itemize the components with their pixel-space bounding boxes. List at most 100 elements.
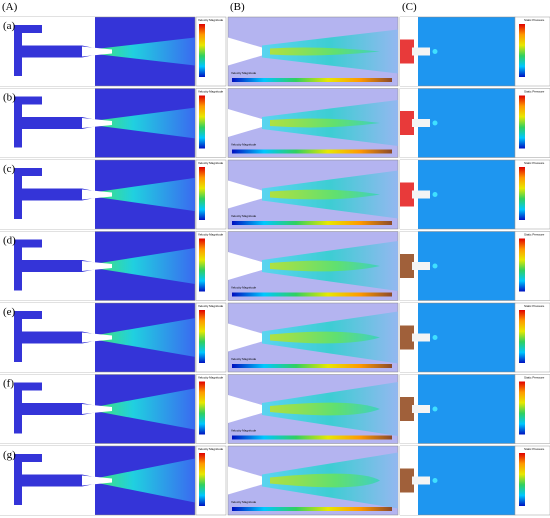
colorbar [519,453,525,506]
nozzle [82,332,112,343]
colorbar [199,167,205,220]
jet [100,318,195,357]
colorbar-title: Static Pressure [524,304,545,308]
jet [100,177,195,212]
pressure-zone [400,182,414,207]
colorbar-title: Static Pressure [524,161,545,165]
pressure-zone [412,262,430,270]
pressure-zone [412,333,430,342]
nozzle [228,37,262,66]
colorbar-title: Static Pressure [524,447,545,451]
pressure-zone [400,111,414,135]
pressure-zone [412,190,430,199]
nozzle [82,189,112,200]
inlet-channel [14,96,42,148]
colorbar [519,381,525,435]
pressure-spot [432,478,438,483]
colorbar-title: Static Pressure [524,233,545,237]
pressure-zone [400,39,414,64]
colorbar-title: Velocity Magnitude [231,286,257,290]
colorbar [199,381,205,435]
inlet-channel [14,168,42,219]
jet [100,107,195,139]
jet-core [270,260,380,272]
colorbar [232,221,392,225]
jet-core [270,331,380,344]
nozzle [82,475,112,486]
colorbar [232,292,392,297]
row-label: (d) [3,235,16,247]
column-header: (A) [2,1,18,13]
inlet-channel [14,239,42,291]
colorbar [199,238,205,292]
pressure-spot [432,120,438,126]
nozzle [82,46,112,57]
row-label: (g) [3,449,16,461]
jet [100,37,195,66]
row-label: (e) [3,306,16,318]
inlet-channel [14,311,42,362]
row-label: (c) [3,163,16,175]
nozzle [82,404,112,414]
colorbar-title: Velocity Magnitude [198,90,224,94]
colorbar-title: Velocity Magnitude [198,447,224,451]
inlet-channel [14,25,42,76]
colorbar-title: Velocity Magnitude [231,143,257,147]
colorbar [519,95,525,149]
colorbar-title: Velocity Magnitude [231,71,257,75]
jet-core [270,402,380,416]
colorbar-title: Velocity Magnitude [198,233,224,237]
colorbar-title: Velocity Magnitude [231,500,257,504]
colorbar-title: Velocity Magnitude [231,214,257,218]
colorbar-title: Velocity Magnitude [231,429,257,433]
pressure-spot [432,192,438,197]
colorbar [519,24,525,77]
colorbar [232,78,392,82]
colorbar [232,149,392,154]
pressure-spot [432,406,438,412]
colorbar [519,238,525,292]
colorbar [519,167,525,220]
nozzle [228,466,262,495]
colorbar-title: Velocity Magnitude [231,357,257,361]
colorbar-title: Velocity Magnitude [198,161,224,165]
colorbar [199,24,205,77]
colorbar [199,95,205,149]
jet-core [270,189,380,200]
nozzle [82,118,112,128]
column-header: (C) [402,1,417,13]
nozzle [228,252,262,280]
colorbar [199,310,205,363]
jet-core [270,473,380,488]
pressure-zone [400,397,414,421]
colorbar-title: Velocity Magnitude [198,376,224,380]
pressure-zone [412,405,430,413]
colorbar-title: Static Pressure [524,376,545,380]
jet-core [270,118,380,128]
jet [100,388,195,430]
colorbar-title: Static Pressure [524,90,545,94]
pressure-spot [432,335,438,340]
row-label: (b) [3,92,16,104]
inlet-channel [14,382,42,434]
pressure-zone [400,468,414,493]
colorbar-title: Static Pressure [524,18,545,22]
colorbar-title: Velocity Magnitude [198,18,224,22]
colorbar-title: Velocity Magnitude [198,304,224,308]
nozzle [82,261,112,271]
row-label: (a) [3,20,16,32]
pressure-spot [432,49,438,54]
pressure-zone [412,47,430,56]
colorbar [232,507,392,511]
jet [100,248,195,284]
pressure-zone [412,119,430,127]
row-label: (f) [3,378,14,390]
pressure-zone [400,254,414,278]
nozzle [228,395,262,423]
colorbar [232,435,392,440]
colorbar [519,310,525,363]
colorbar [232,364,392,368]
jet-core [270,47,380,56]
nozzle [228,323,262,352]
